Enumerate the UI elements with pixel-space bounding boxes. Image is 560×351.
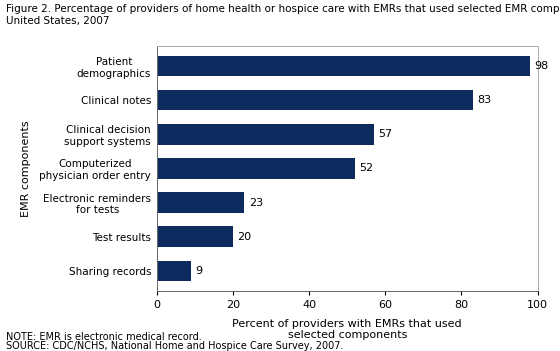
Bar (157, 226, 233, 247)
Text: United States, 2007: United States, 2007 (6, 16, 109, 26)
Text: 83: 83 (478, 95, 492, 105)
Text: Figure 2. Percentage of providers of home health or hospice care with EMRs that : Figure 2. Percentage of providers of hom… (6, 4, 560, 13)
Text: SOURCE: CDC/NCHS, National Home and Hospice Care Survey, 2007.: SOURCE: CDC/NCHS, National Home and Hosp… (6, 341, 343, 351)
Bar (157, 90, 473, 111)
Text: NOTE: EMR is electronic medical record.: NOTE: EMR is electronic medical record. (6, 332, 202, 342)
Text: 20: 20 (237, 232, 251, 242)
Bar (157, 124, 374, 145)
Text: 23: 23 (249, 198, 263, 207)
Bar (157, 192, 244, 213)
Text: 9: 9 (195, 266, 203, 276)
Y-axis label: EMR components: EMR components (21, 120, 31, 217)
Bar (157, 260, 191, 281)
X-axis label: Percent of providers with EMRs that used
selected components: Percent of providers with EMRs that used… (232, 319, 462, 340)
Text: 57: 57 (379, 130, 393, 139)
Bar (157, 158, 355, 179)
Bar (157, 56, 530, 76)
Text: 52: 52 (360, 164, 374, 173)
Text: 98: 98 (535, 61, 549, 71)
